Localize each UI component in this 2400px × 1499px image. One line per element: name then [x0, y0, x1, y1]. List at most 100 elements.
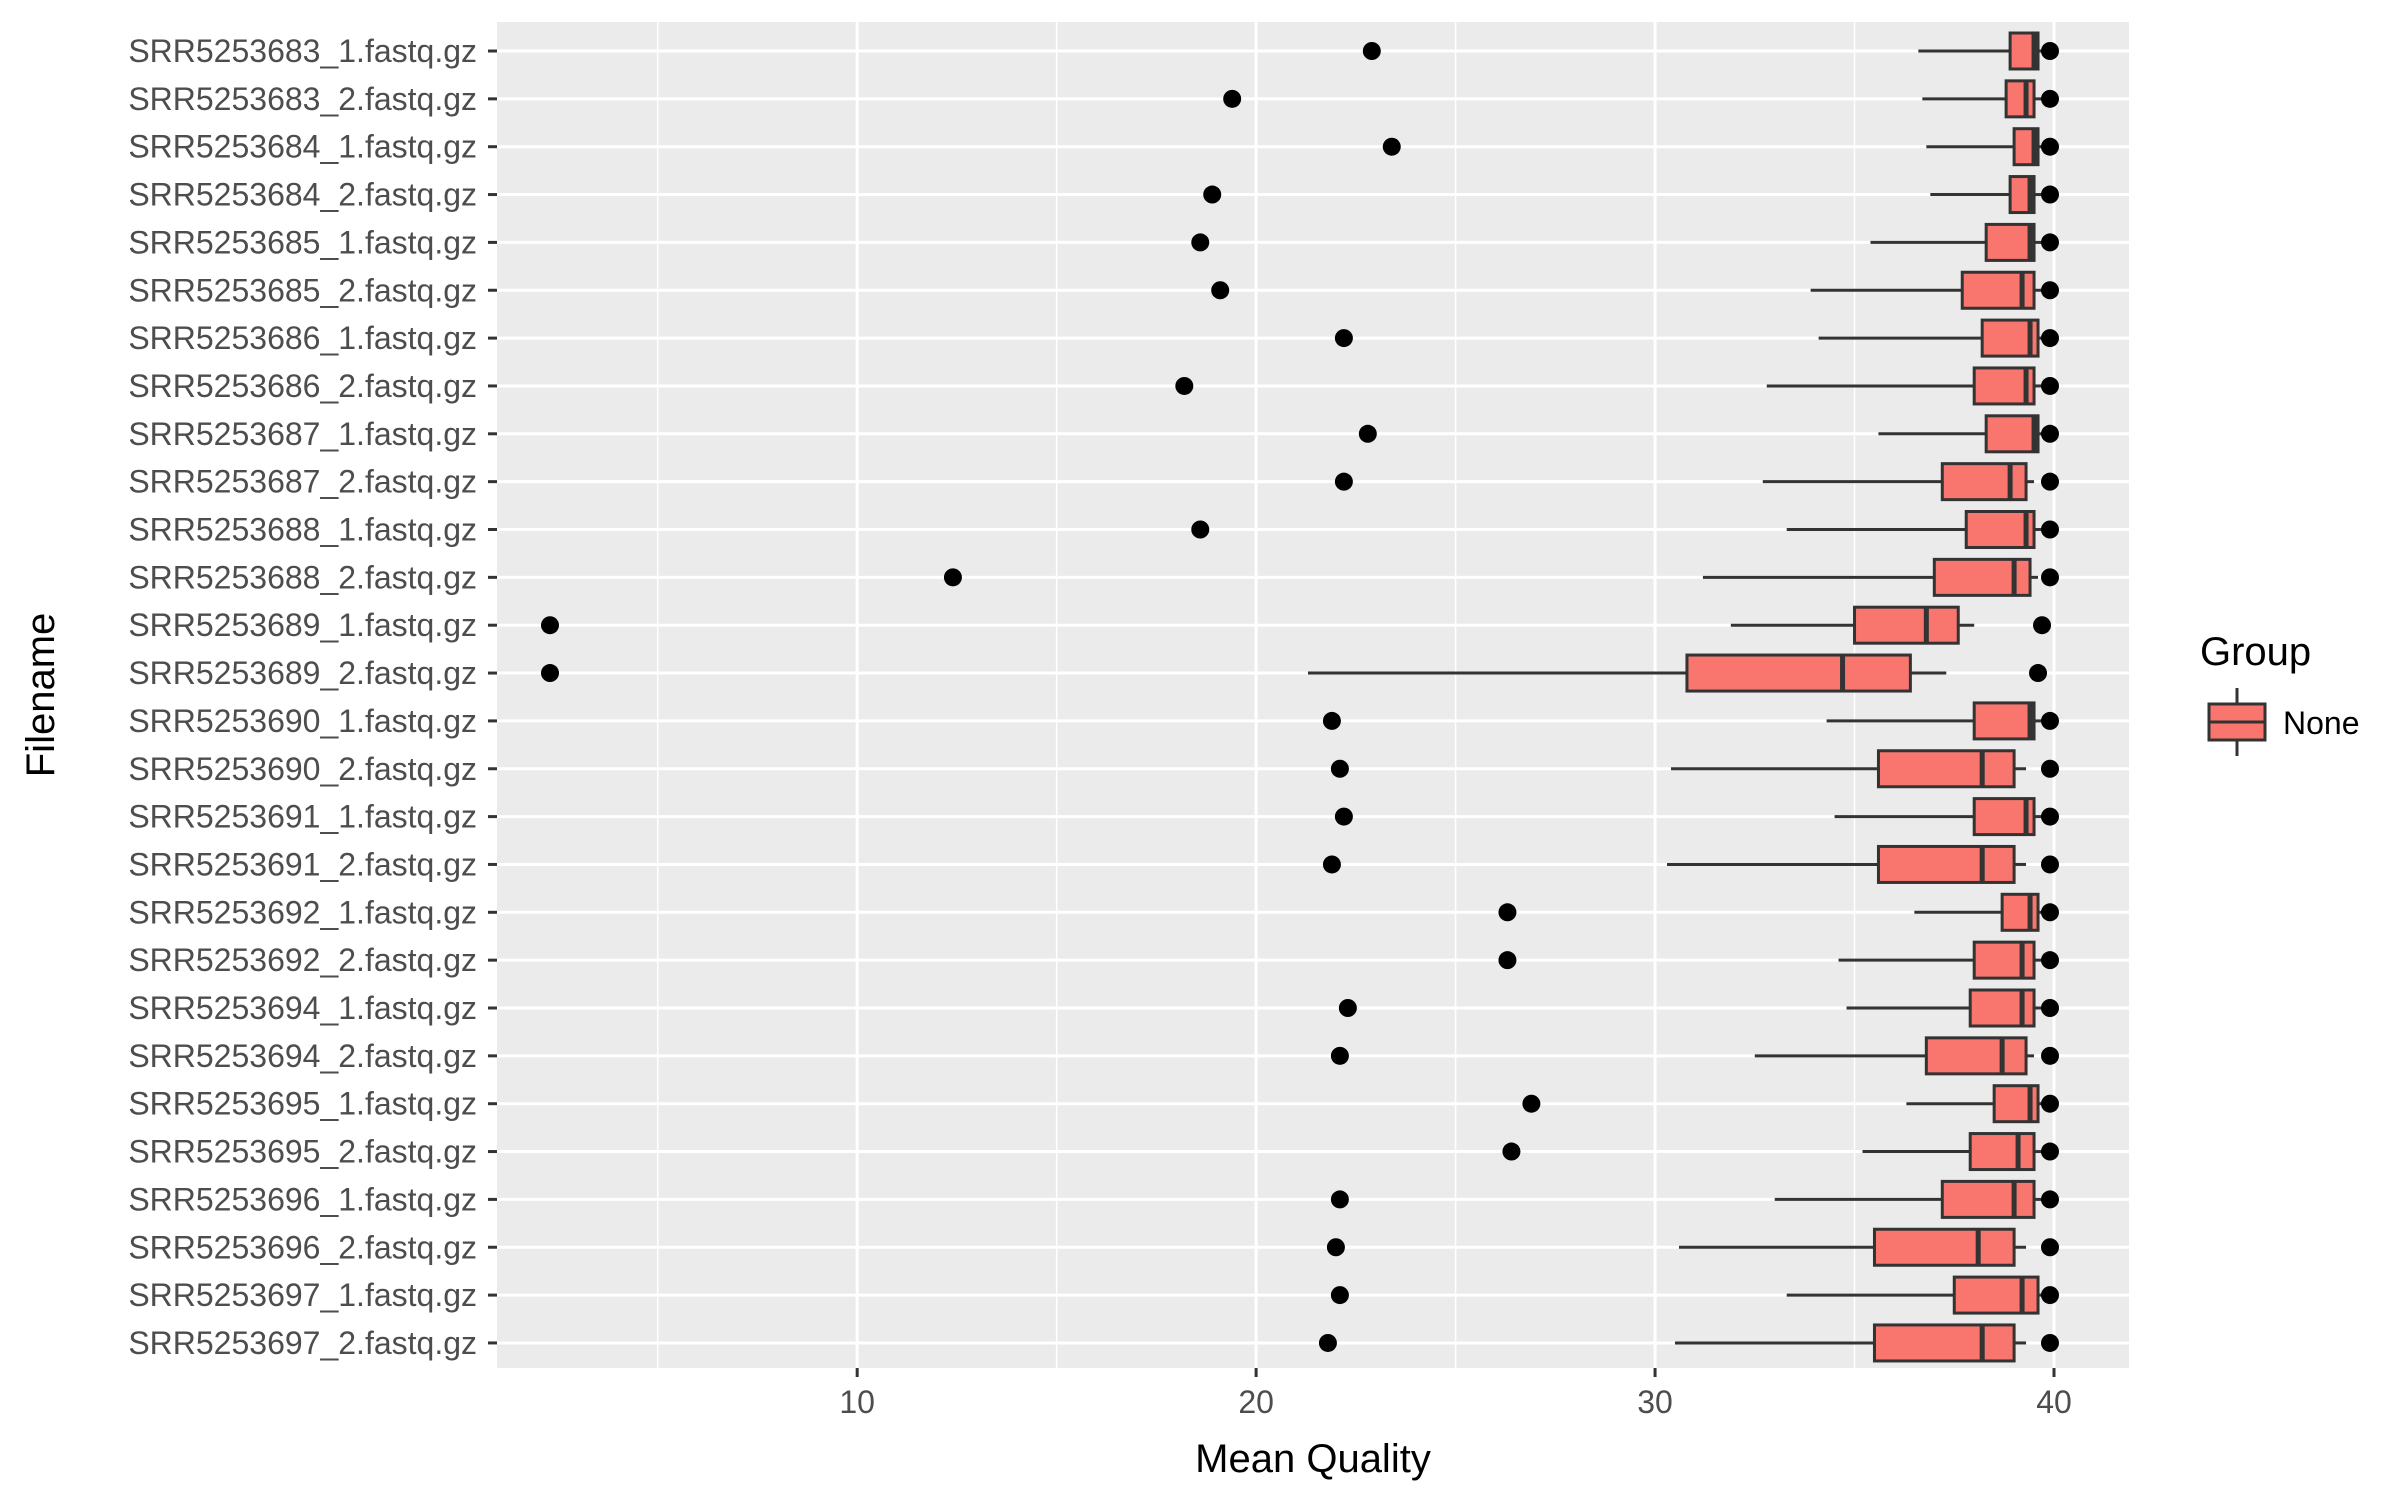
box-SRR5253694_2.fastq.gz — [1754, 1036, 2035, 1076]
box-SRR5253692_2.fastq.gz — [1838, 940, 2043, 980]
y-tick-label: SRR5253683_2.fastq.gz — [128, 81, 477, 117]
y-tick-label: SRR5253688_2.fastq.gz — [128, 559, 477, 595]
outlier-point — [1322, 855, 1341, 874]
x-axis-title: Mean Quality — [1195, 1437, 1431, 1481]
outlier-point — [1326, 1238, 1345, 1257]
outlier-point — [2041, 1286, 2059, 1305]
outlier-point — [1358, 424, 1377, 443]
y-tick-label: SRR5253692_2.fastq.gz — [128, 942, 477, 978]
outlier-point — [2029, 664, 2048, 683]
outlier-point — [1498, 951, 1517, 970]
y-axis-ticks: SRR5253683_1.fastq.gz SRR5253683_2.fastq.… — [128, 33, 497, 1361]
box-iqr — [1972, 701, 2036, 741]
box-SRR5253689_1.fastq.gz — [1730, 605, 1975, 645]
outlier-point — [1334, 807, 1353, 826]
box-SRR5253684_1.fastq.gz — [1926, 127, 2043, 167]
outlier-point — [1175, 376, 1194, 395]
outlier-points — [541, 42, 2059, 1352]
box-layer — [1307, 31, 2043, 1363]
y-tick-label: SRR5253683_1.fastq.gz — [128, 33, 477, 69]
box-iqr — [1872, 1227, 2016, 1267]
box-SRR5253695_2.fastq.gz — [1862, 1132, 2043, 1172]
outlier-point — [2041, 711, 2059, 730]
legend-title: Group — [2200, 630, 2311, 674]
outlier-point — [2041, 855, 2059, 874]
y-tick-label: SRR5253689_1.fastq.gz — [128, 607, 477, 643]
outlier-point — [2041, 233, 2059, 252]
outlier-point — [2041, 89, 2059, 108]
box-iqr — [1952, 1275, 2040, 1315]
outlier-point — [2041, 951, 2059, 970]
y-tick-label: SRR5253696_1.fastq.gz — [128, 1181, 477, 1217]
outlier-point — [2041, 1142, 2059, 1161]
outlier-point — [2041, 568, 2059, 587]
outlier-point — [1382, 137, 1401, 156]
box-iqr — [1972, 940, 2036, 980]
outlier-point — [1502, 1142, 1521, 1161]
y-tick-label: SRR5253684_1.fastq.gz — [128, 129, 477, 165]
outlier-point — [1330, 1286, 1349, 1305]
outlier-point — [2041, 376, 2059, 395]
outlier-point — [2033, 616, 2052, 635]
box-SRR5253692_1.fastq.gz — [1914, 892, 2043, 932]
outlier-point — [2041, 185, 2059, 204]
outlier-point — [1362, 42, 1381, 60]
plot-panel — [497, 22, 2129, 1368]
box-SRR5253697_2.fastq.gz — [1675, 1323, 2027, 1363]
outlier-point — [2041, 903, 2059, 922]
box-iqr — [1968, 1132, 2036, 1172]
outlier-point — [1330, 1046, 1349, 1065]
y-tick-label: SRR5253694_2.fastq.gz — [128, 1038, 477, 1074]
outlier-point — [1334, 472, 1353, 491]
y-tick-label: SRR5253687_2.fastq.gz — [128, 464, 477, 500]
legend: Group None — [2200, 630, 2360, 756]
box-SRR5253688_2.fastq.gz — [1702, 557, 2039, 597]
box-iqr — [1924, 1036, 2028, 1076]
box-SRR5253683_2.fastq.gz — [1922, 79, 2043, 119]
box-iqr — [1940, 1179, 2036, 1219]
outlier-point — [1330, 759, 1349, 778]
y-tick-label: SRR5253685_1.fastq.gz — [128, 224, 477, 260]
box-SRR5253687_2.fastq.gz — [1762, 462, 2035, 502]
y-tick-label: SRR5253695_2.fastq.gz — [128, 1134, 477, 1170]
box-SRR5253694_1.fastq.gz — [1846, 988, 2043, 1028]
box-iqr — [1872, 1323, 2016, 1363]
outlier-point — [2041, 999, 2059, 1017]
box-iqr — [2000, 892, 2040, 932]
box-iqr — [1984, 222, 2036, 262]
y-tick-label: SRR5253691_2.fastq.gz — [128, 846, 477, 882]
outlier-point — [2041, 42, 2059, 60]
x-axis-ticks: 10 20 30 40 — [839, 1368, 2072, 1420]
y-tick-label: SRR5253690_2.fastq.gz — [128, 751, 477, 787]
y-tick-label: SRR5253697_2.fastq.gz — [128, 1325, 477, 1361]
box-iqr — [1964, 510, 2036, 549]
box-iqr — [1984, 414, 2040, 454]
y-tick-label: SRR5253691_1.fastq.gz — [128, 799, 477, 835]
box-SRR5253691_1.fastq.gz — [1834, 797, 2043, 837]
box-SRR5253687_1.fastq.gz — [1878, 414, 2043, 454]
y-tick-label: SRR5253686_2.fastq.gz — [128, 368, 477, 404]
outlier-point — [1334, 329, 1353, 348]
outlier-point — [2041, 1333, 2059, 1352]
box-SRR5253691_2.fastq.gz — [1667, 844, 2027, 884]
box-SRR5253695_1.fastq.gz — [1906, 1084, 2043, 1124]
x-tick-label: 20 — [1238, 1384, 1274, 1420]
outlier-point — [2041, 137, 2059, 156]
outlier-point — [1223, 89, 1242, 108]
box-SRR5253690_1.fastq.gz — [1826, 701, 2043, 741]
y-tick-label: SRR5253685_2.fastq.gz — [128, 272, 477, 308]
outlier-point — [1211, 281, 1230, 300]
box-SRR5253696_2.fastq.gz — [1678, 1227, 2027, 1267]
box-SRR5253688_1.fastq.gz — [1786, 510, 2043, 549]
y-tick-label: SRR5253695_1.fastq.gz — [128, 1086, 477, 1122]
outlier-point — [1203, 185, 1222, 204]
box-SRR5253685_2.fastq.gz — [1810, 270, 2043, 310]
box-iqr — [1940, 462, 2028, 502]
x-tick-label: 10 — [839, 1384, 875, 1420]
outlier-point — [1191, 520, 1210, 539]
outlier-point — [2041, 1046, 2059, 1065]
box-SRR5253686_2.fastq.gz — [1766, 366, 2043, 406]
box-SRR5253684_2.fastq.gz — [1930, 175, 2043, 215]
legend-label-none: None — [2283, 705, 2360, 741]
y-tick-label: SRR5253687_1.fastq.gz — [128, 416, 477, 452]
